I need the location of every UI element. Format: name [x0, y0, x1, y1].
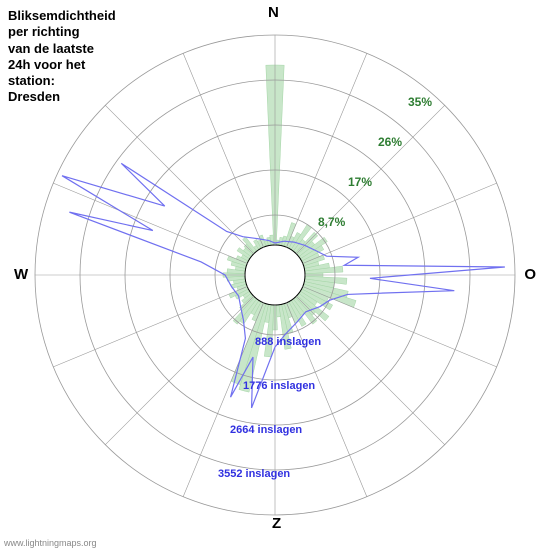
compass-west: W	[14, 266, 28, 283]
ring-label-percent: 17%	[348, 175, 372, 189]
title-line: 24h voor het	[8, 57, 85, 72]
ring-label-strikes: 888 inslagen	[255, 336, 321, 348]
ring-label-percent: 8,7%	[318, 215, 345, 229]
title-line: per richting	[8, 24, 80, 39]
polar-chart-container: Bliksemdichtheid per richting van de laa…	[0, 0, 550, 550]
title-line: station:	[8, 73, 55, 88]
title-line: Dresden	[8, 89, 60, 104]
ring-label-percent: 35%	[408, 95, 432, 109]
compass-east: O	[524, 266, 536, 283]
ring-label-strikes: 1776 inslagen	[243, 380, 315, 392]
compass-north: N	[268, 4, 279, 21]
title-line: Bliksemdichtheid	[8, 8, 116, 23]
compass-south: Z	[272, 515, 281, 532]
ring-label-strikes: 3552 inslagen	[218, 468, 290, 480]
footer-credit: www.lightningmaps.org	[4, 538, 97, 548]
ring-label-percent: 26%	[378, 135, 402, 149]
title-line: van de laatste	[8, 41, 94, 56]
ring-label-strikes: 2664 inslagen	[230, 424, 302, 436]
chart-title: Bliksemdichtheid per richting van de laa…	[8, 8, 116, 106]
